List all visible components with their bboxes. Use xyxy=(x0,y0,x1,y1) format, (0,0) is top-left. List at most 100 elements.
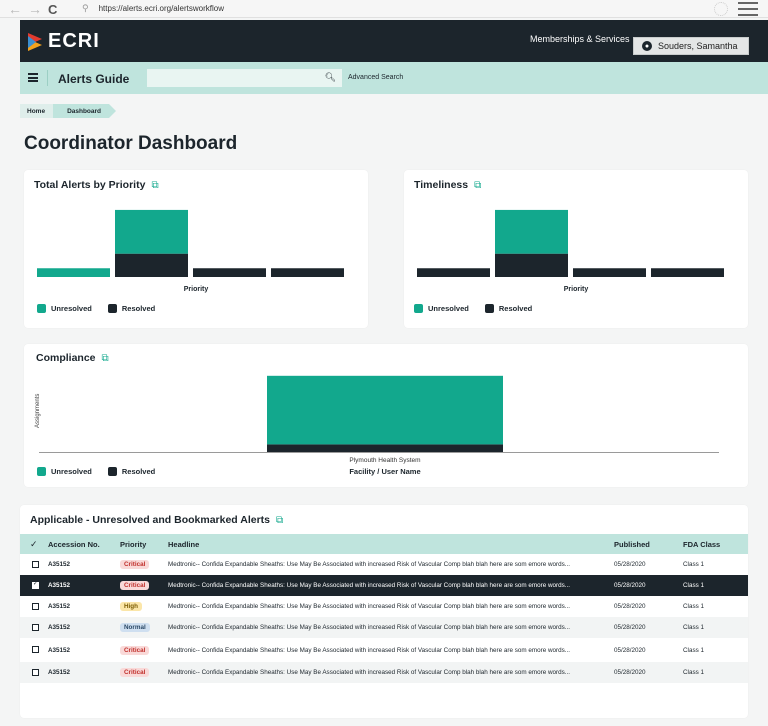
external-link-icon[interactable]: ⧉ xyxy=(276,514,284,526)
table-row[interactable]: A35152 High Medtronic-- Confida Expandable… xyxy=(20,596,748,617)
search-input[interactable]: 🔍︎ xyxy=(147,69,342,87)
total-alerts-card: Total Alerts by Priority ⧉ Priority Unre… xyxy=(24,170,368,328)
headline[interactable]: Medtronic-- Confida Expandable Sheaths: … xyxy=(168,662,614,683)
x-axis-label: Facility / User Name xyxy=(349,467,421,476)
row-checkbox[interactable] xyxy=(32,668,39,676)
external-link-icon[interactable]: ⧉ xyxy=(151,179,159,191)
column-header[interactable]: Headline xyxy=(168,534,614,554)
external-link-icon[interactable]: ⧉ xyxy=(101,352,109,364)
bar-unresolved[interactable] xyxy=(495,209,568,254)
user-icon: ● xyxy=(642,41,652,51)
row-checkbox[interactable] xyxy=(32,580,39,589)
card-title-text: Timeliness xyxy=(414,179,469,191)
table-row[interactable]: A35152 Normal Medtronic-- Confida Expandab… xyxy=(20,617,748,638)
accession-number[interactable]: A35152 xyxy=(48,575,120,596)
bar-resolved[interactable] xyxy=(115,253,188,277)
priority-cell: Critical xyxy=(120,662,168,683)
compliance-card: Compliance ⧉ Assignments Plymouth Health… xyxy=(24,344,748,487)
headline[interactable]: Medtronic-- Confida Expandable Sheaths: … xyxy=(168,603,571,610)
legend: Unresolved Resolved xyxy=(414,304,548,313)
card-title-text: Total Alerts by Priority xyxy=(34,179,146,191)
legend-unresolved: Unresolved xyxy=(37,304,92,313)
row-checkbox[interactable] xyxy=(32,623,39,631)
row-checkbox[interactable] xyxy=(32,646,39,654)
column-header[interactable]: FDA Class xyxy=(683,534,748,554)
priority-cell: Critical xyxy=(120,575,168,596)
browser-nav: ← → C xyxy=(8,0,57,18)
divider xyxy=(47,70,48,86)
bar-resolved[interactable] xyxy=(271,268,344,277)
bar-resolved[interactable] xyxy=(267,444,503,452)
legend: Unresolved Resolved xyxy=(37,304,171,313)
legend-label: Unresolved xyxy=(51,467,92,476)
row-checkbox[interactable] xyxy=(32,560,39,568)
memberships-services-link[interactable]: Memberships & Services xyxy=(530,34,630,44)
published-date: 05/28/2020 xyxy=(614,662,683,683)
accession-number[interactable]: A35152 xyxy=(48,561,71,568)
bar-resolved[interactable] xyxy=(417,268,490,277)
card-title-text: Applicable - Unresolved and Bookmarked A… xyxy=(30,514,271,526)
breadcrumb-home[interactable]: Home xyxy=(20,104,61,118)
published-date: 05/28/2020 xyxy=(614,561,646,568)
fda-class: Class 1 xyxy=(683,561,704,568)
column-header[interactable]: Priority xyxy=(120,534,168,554)
search-icon[interactable]: 🔍︎ xyxy=(324,72,336,82)
address-bar[interactable]: ⚲ https://alerts.ecri.org/alertsworkflow xyxy=(82,1,732,15)
breadcrumb: Home Dashboard xyxy=(20,104,116,118)
published-date: 05/28/2020 xyxy=(614,603,646,610)
legend-unresolved: Unresolved xyxy=(37,467,92,476)
bar-unresolved[interactable] xyxy=(115,209,188,254)
row-checkbox[interactable] xyxy=(32,602,39,610)
sub-navigation: Alerts Guide 🔍︎ Advanced Search xyxy=(20,62,768,94)
back-arrow-icon[interactable]: ← xyxy=(8,1,22,17)
browser-menu-icon[interactable] xyxy=(738,2,758,16)
headline[interactable]: Medtronic-- Confida Expandable Sheaths: … xyxy=(168,646,571,654)
bar-resolved[interactable] xyxy=(573,268,646,277)
select-all-checkbox[interactable]: ✓ xyxy=(20,534,48,554)
legend-label: Unresolved xyxy=(428,304,469,313)
column-header[interactable]: Accession No. xyxy=(48,534,120,554)
accession-number[interactable]: A35152 xyxy=(48,603,71,610)
search-icon: ⚲ xyxy=(82,2,89,13)
headline[interactable]: Medtronic-- Confida Expandable Sheaths: … xyxy=(168,561,571,568)
ecri-logo[interactable]: ECRI xyxy=(26,30,100,53)
column-header[interactable]: Published xyxy=(614,534,683,554)
external-link-icon[interactable]: ⧉ xyxy=(474,179,482,191)
accession-number[interactable]: A35152 xyxy=(48,662,120,683)
legend-label: Resolved xyxy=(121,467,156,476)
card-title: Timeliness ⧉ xyxy=(414,179,481,191)
card-title: Total Alerts by Priority ⧉ xyxy=(34,179,159,191)
forward-arrow-icon[interactable]: → xyxy=(28,1,42,17)
priority-badge: Critical xyxy=(120,581,150,590)
bar-resolved[interactable] xyxy=(193,268,266,277)
resolved-swatch xyxy=(107,304,117,313)
accession-number[interactable]: A35152 xyxy=(48,646,71,654)
headline[interactable]: Medtronic-- Confida Expandable Sheaths: … xyxy=(168,617,614,638)
headline[interactable]: Medtronic-- Confida Expandable Sheaths: … xyxy=(168,575,614,596)
row-checkbox-cell xyxy=(20,617,48,638)
resolved-swatch xyxy=(484,304,494,313)
accession-number[interactable]: A35152 xyxy=(48,617,120,638)
row-checkbox-cell xyxy=(20,554,48,575)
bar-resolved[interactable] xyxy=(651,268,724,277)
ecri-logo-icon xyxy=(28,32,42,51)
user-name: Souders, Samantha xyxy=(658,41,738,51)
hamburger-menu-icon[interactable] xyxy=(28,73,38,82)
alerts-guide-title: Alerts Guide xyxy=(58,72,130,86)
bar-unresolved[interactable] xyxy=(267,375,503,445)
fda-class: Class 1 xyxy=(683,603,704,610)
unresolved-swatch xyxy=(414,304,423,313)
reload-icon[interactable]: C xyxy=(48,1,58,17)
x-axis-label: Priority xyxy=(563,286,589,293)
user-menu-button[interactable]: ● Souders, Samantha xyxy=(633,37,749,55)
published-date: 05/28/2020 xyxy=(614,617,683,638)
fda-class: Class 1 xyxy=(683,617,748,638)
advanced-search-link[interactable]: Advanced Search xyxy=(348,74,404,81)
bar-resolved[interactable] xyxy=(495,253,568,277)
url-text[interactable]: https://alerts.ecri.org/alertsworkflow xyxy=(98,3,224,13)
bar-unresolved[interactable] xyxy=(37,268,110,277)
